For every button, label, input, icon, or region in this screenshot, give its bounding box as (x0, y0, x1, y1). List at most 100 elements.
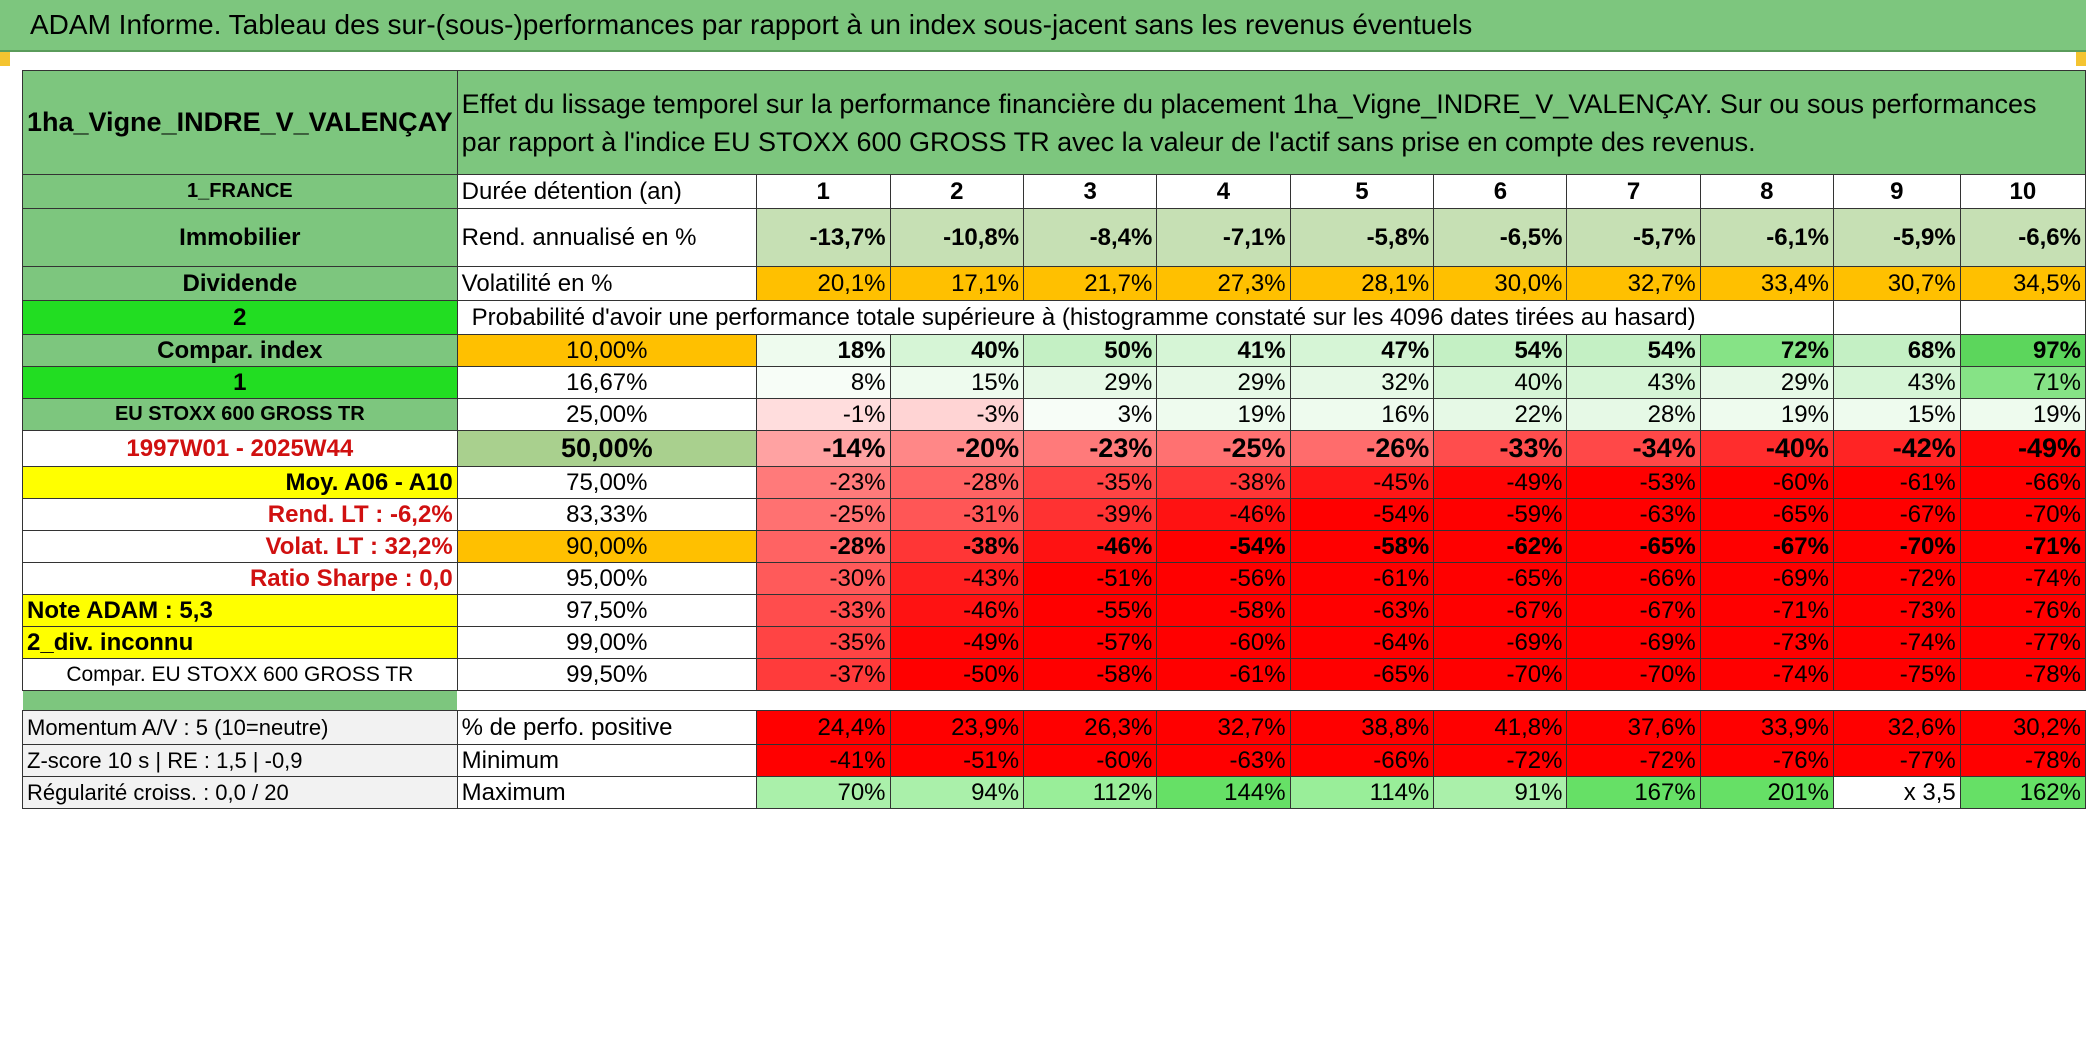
percentile-label: 97,50% (456, 594, 757, 627)
year-header: 8 (1699, 174, 1834, 209)
year-header: 9 (1832, 174, 1961, 209)
min-value: -66% (1289, 744, 1435, 777)
year-header: 10 (1959, 174, 2086, 209)
percentile-value: 32% (1289, 366, 1435, 399)
rend-value: -5,9% (1832, 208, 1961, 267)
year-header: 5 (1289, 174, 1435, 209)
rend-value: -10,8% (889, 208, 1025, 267)
percentile-label: 50,00% (456, 430, 757, 467)
year-header: 7 (1566, 174, 1701, 209)
percentile-row: Compar. EU STOXX 600 GROSS TR 99,50% -37% -… (22, 658, 2086, 691)
vol-label: Volatilité en % (456, 266, 757, 301)
percentile-label: 90,00% (456, 530, 757, 563)
percentile-value: -46% (889, 594, 1025, 627)
left-label: Volat. LT : 32,2% (22, 530, 458, 563)
pos-row: Momentum A/V : 5 (10=neutre)% de perfo. … (22, 710, 2086, 745)
percentile-value: -53% (1566, 466, 1701, 499)
empty-cell (1832, 300, 1961, 335)
percentile-value: -70% (1959, 498, 2086, 531)
spacer-row (22, 690, 2086, 711)
percentile-value: 71% (1959, 366, 2086, 399)
year-header: 3 (1023, 174, 1158, 209)
left-label: EU STOXX 600 GROSS TR (22, 398, 458, 431)
percentile-row: Volat. LT : 32,2% 90,00% -28% -38% -46% -54% -… (22, 530, 2086, 563)
percentile-value: -25% (755, 498, 891, 531)
left-label: Note ADAM : 5,3 (22, 594, 458, 627)
dividend-label: Dividende (22, 266, 458, 301)
year-header: 2 (889, 174, 1025, 209)
header-row: 1ha_Vigne_INDRE_V_VALENÇAY Effet du lissa… (22, 70, 2086, 175)
percentile-value: -14% (755, 430, 891, 467)
percentile-row: 1 16,67% 8% 15% 29% 29% 32% 40% 43% 29% 43% 71% (22, 366, 2086, 399)
percentile-value: -43% (889, 562, 1025, 595)
corner-marker (0, 52, 10, 66)
vol-value: 27,3% (1156, 266, 1291, 301)
percentile-value: 41% (1156, 334, 1291, 367)
report-title: ADAM Informe. Tableau des sur-(sous-)per… (30, 9, 1473, 40)
year-header: 6 (1433, 174, 1568, 209)
percentile-value: -30% (755, 562, 891, 595)
percentile-value: 40% (1433, 366, 1568, 399)
percentile-value: -56% (1156, 562, 1291, 595)
rend-value: -5,8% (1289, 208, 1435, 267)
percentile-value: 22% (1433, 398, 1568, 431)
percentile-label: 16,67% (456, 366, 757, 399)
pos-value: 23,9% (889, 710, 1025, 745)
category-label: Immobilier (22, 208, 458, 267)
max-value: 167% (1566, 776, 1701, 809)
spacer-cell (457, 691, 2085, 711)
pos-value: 26,3% (1023, 710, 1158, 745)
percentile-value: -58% (1289, 530, 1435, 563)
percentile-value: -49% (1433, 466, 1568, 499)
percentile-value: 8% (755, 366, 891, 399)
percentile-value: -65% (1289, 658, 1435, 691)
left-label: 1997W01 - 2025W44 (22, 430, 458, 467)
duration-label: Durée détention (an) (456, 174, 757, 209)
percentile-value: -57% (1023, 626, 1158, 659)
percentile-value: -61% (1289, 562, 1435, 595)
percentile-value: -37% (755, 658, 891, 691)
percentile-value: -74% (1832, 626, 1961, 659)
percentile-value: -67% (1433, 594, 1568, 627)
rend-row: Immobilier Rend. annualisé en % -13,7% -10,… (22, 208, 2086, 267)
regularity-label: Régularité croiss. : 0,0 / 20 (22, 776, 458, 809)
max-value: 70% (755, 776, 891, 809)
percentile-value: -50% (889, 658, 1025, 691)
percentile-value: 40% (889, 334, 1025, 367)
pos-value: 32,7% (1156, 710, 1291, 745)
vol-value: 30,0% (1433, 266, 1568, 301)
percentile-row: Rend. LT : -6,2% 83,33% -25% -31% -39% -46% -5… (22, 498, 2086, 531)
max-value: 114% (1289, 776, 1435, 809)
pos-value: 37,6% (1566, 710, 1701, 745)
percentile-label: 10,00% (456, 334, 757, 367)
min-value: -72% (1433, 744, 1568, 777)
percentile-value: -38% (889, 530, 1025, 563)
years-row: 1_FRANCE Durée détention (an) 1 2 3 4 5 6 7 8 9 10 (22, 174, 2086, 209)
vol-value: 32,7% (1566, 266, 1701, 301)
percentile-value: -51% (1023, 562, 1158, 595)
zscore-label: Z-score 10 s | RE : 1,5 | -0,9 (22, 744, 458, 777)
percentile-row: Ratio Sharpe : 0,0 95,00% -30% -43% -51% -56%… (22, 562, 2086, 595)
percentile-value: -73% (1699, 626, 1834, 659)
percentile-value: -28% (755, 530, 891, 563)
percentile-value: -70% (1832, 530, 1961, 563)
percentile-value: -72% (1832, 562, 1961, 595)
pos-value: 41,8% (1433, 710, 1568, 745)
percentile-value: 16% (1289, 398, 1435, 431)
percentile-value: 3% (1023, 398, 1158, 431)
percentile-value: -74% (1959, 562, 2086, 595)
percentile-value: 28% (1566, 398, 1701, 431)
vol-value: 21,7% (1023, 266, 1158, 301)
percentile-value: 29% (1699, 366, 1834, 399)
percentile-value: -70% (1566, 658, 1701, 691)
percentile-value: -70% (1433, 658, 1568, 691)
percentile-value: -60% (1699, 466, 1834, 499)
left-label: 2_div. inconnu (22, 626, 458, 659)
title-bar: ADAM Informe. Tableau des sur-(sous-)per… (0, 0, 2086, 52)
percentile-value: 15% (889, 366, 1025, 399)
percentile-label: 75,00% (456, 466, 757, 499)
percentile-value: -40% (1699, 430, 1834, 467)
percentile-value: 43% (1566, 366, 1701, 399)
min-value: -72% (1566, 744, 1701, 777)
percentile-value: -62% (1433, 530, 1568, 563)
